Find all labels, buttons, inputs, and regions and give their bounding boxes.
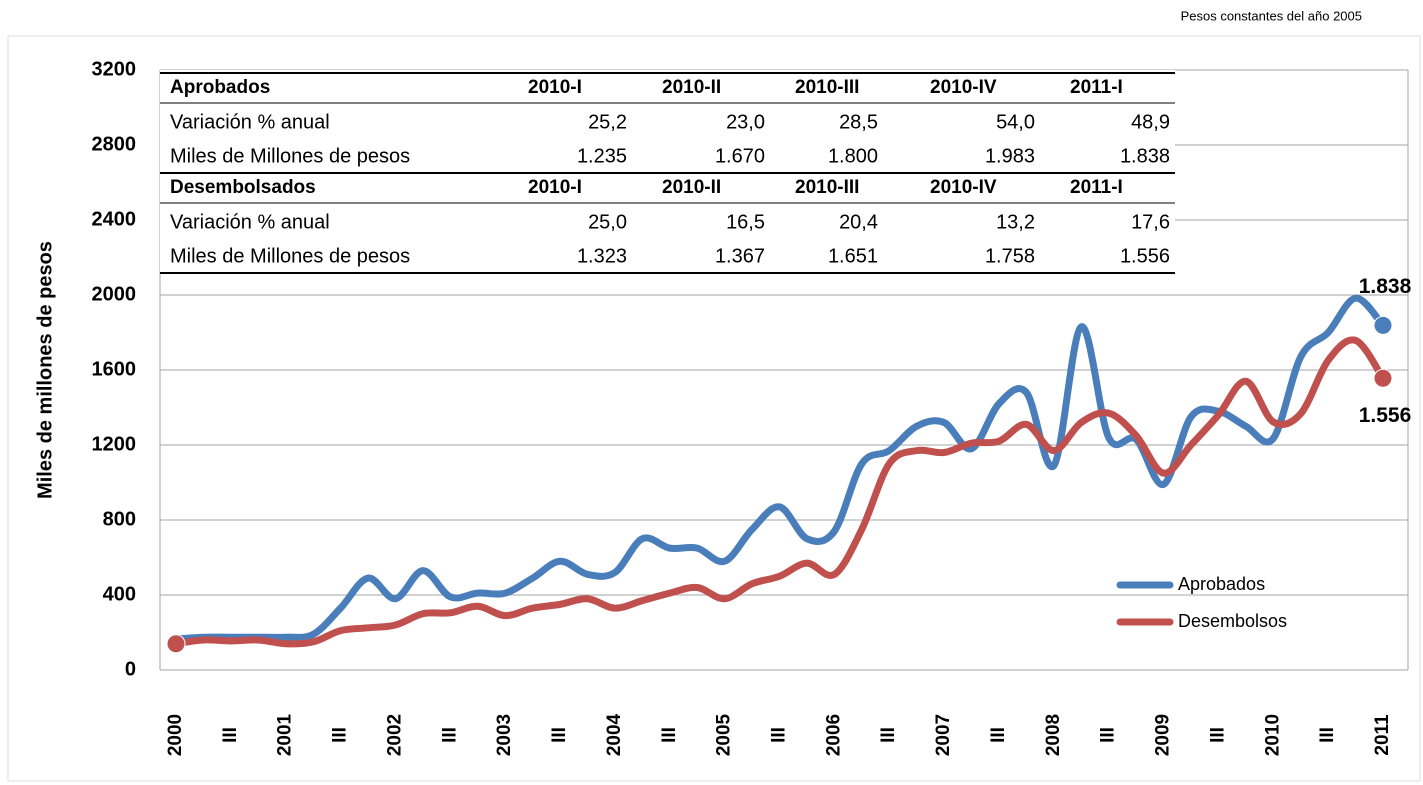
line (172, 294, 1387, 643)
x-tick-label: 2009 (1153, 714, 1174, 756)
table-header: 2011-I (1070, 77, 1123, 98)
x-tick-label: III (330, 727, 351, 743)
table-cell: 54,0 (996, 111, 1035, 133)
x-tick-label: III (1207, 727, 1228, 743)
y-tick-label: 2800 (92, 133, 137, 155)
x-tick-label: 2010 (1262, 714, 1283, 756)
table-background (160, 70, 1175, 273)
table-cell: Variación % anual (170, 111, 330, 133)
legend-label: Desembolsos (1178, 611, 1287, 631)
x-tick-label: 2005 (714, 713, 735, 756)
table-header: 2010-I (528, 177, 582, 198)
table-header: 2010-I (528, 77, 582, 98)
table-cell: 1.800 (828, 145, 878, 167)
x-tick-label: III (549, 727, 570, 743)
y-tick-label: 0 (125, 658, 136, 680)
table-cell: Variación % anual (170, 211, 330, 233)
y-tick-label: 1600 (92, 358, 137, 380)
x-tick-label: 2008 (1043, 714, 1064, 756)
x-tick-label: III (769, 727, 790, 743)
table-cell: 1.758 (985, 245, 1035, 267)
table-cell: 1.838 (1120, 145, 1170, 167)
table-cell: 1.983 (985, 145, 1035, 167)
table-header: Desembolsados (170, 177, 316, 198)
y-tick-label: 2400 (92, 208, 137, 230)
point-marker (1373, 315, 1393, 335)
table-header: 2010-III (795, 77, 859, 98)
table-cell: Miles de Millones de pesos (170, 145, 410, 167)
table-cell: 28,5 (839, 111, 878, 133)
table-cell: 1.235 (577, 145, 627, 167)
y-tick-label: 2000 (92, 283, 137, 305)
frame (7, 35, 1421, 782)
table-header: Aprobados (170, 77, 270, 98)
x-tick-label: III (220, 727, 241, 743)
x-tick-label: 2001 (275, 713, 296, 756)
x-tick-label: 2011 (1372, 714, 1393, 756)
y-tick-label: 800 (103, 508, 136, 530)
x-tick-label: 2003 (494, 714, 515, 756)
table-cell: 1.367 (715, 245, 765, 267)
table-header: 2011-I (1070, 177, 1123, 198)
x-tick-label: 2006 (823, 714, 844, 756)
table-cell: 1.556 (1120, 245, 1170, 267)
x-tick-label: 2007 (933, 714, 954, 756)
y-tick-label: 3200 (92, 58, 137, 80)
x-tick-label: III (659, 727, 680, 743)
legend-label: Aprobados (1178, 574, 1265, 594)
table-cell: 20,4 (839, 211, 878, 233)
table-header: 2010-III (795, 177, 859, 198)
table-cell: 1.651 (828, 245, 878, 267)
table-header: 2010-IV (930, 177, 997, 198)
y-axis-title: Miles de millones de pesos (34, 241, 56, 499)
table-cell: 13,2 (996, 211, 1035, 233)
point-marker (166, 634, 186, 654)
x-tick-label: III (1098, 727, 1119, 743)
x-tick-label: III (439, 727, 460, 743)
x-tick-label: III (878, 727, 899, 743)
table-header: 2010-II (662, 177, 721, 198)
point-marker (1373, 368, 1393, 388)
table-cell: 1.670 (715, 145, 765, 167)
table-cell: 48,9 (1131, 111, 1170, 133)
data-label: 1.556 (1359, 404, 1412, 427)
x-tick-label: III (988, 727, 1009, 743)
y-tick-label: 400 (103, 583, 136, 605)
table-header: 2010-II (662, 77, 721, 98)
x-tick-label: 2000 (165, 714, 186, 756)
table-cell: 25,2 (588, 111, 627, 133)
subtitle: Pesos constantes del año 2005 (1181, 8, 1362, 23)
table-cell: 16,5 (726, 211, 765, 233)
x-tick-label: 2004 (604, 713, 625, 756)
x-tick-label: 2002 (384, 714, 405, 756)
x-tick-label: III (1317, 727, 1338, 743)
table-cell: Miles de Millones de pesos (170, 245, 410, 267)
table-cell: 17,6 (1131, 211, 1170, 233)
y-tick-label: 1200 (92, 433, 137, 455)
line (172, 336, 1387, 648)
table-header: 2010-IV (930, 77, 997, 98)
table-cell: 23,0 (726, 111, 765, 133)
table-cell: 25,0 (588, 211, 627, 233)
table-cell: 1.323 (577, 245, 627, 267)
data-label: 1.838 (1359, 275, 1412, 298)
